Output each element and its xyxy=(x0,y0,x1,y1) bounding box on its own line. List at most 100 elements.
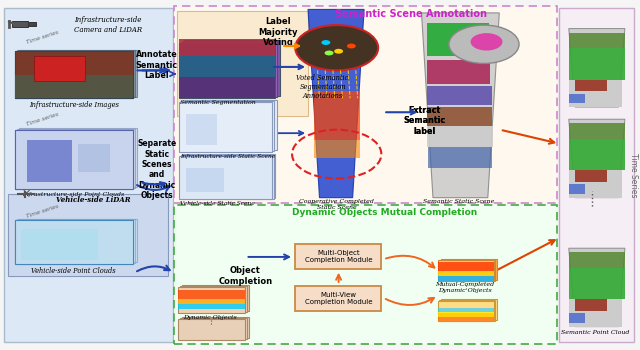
Bar xyxy=(19,219,137,262)
Circle shape xyxy=(321,40,330,45)
Text: Extract
Semantic
label: Extract Semantic label xyxy=(403,106,445,136)
Bar xyxy=(569,299,621,327)
Polygon shape xyxy=(422,13,499,198)
Text: Multi-Object
Completion Module: Multi-Object Completion Module xyxy=(305,250,372,263)
Bar xyxy=(17,219,135,263)
Bar xyxy=(17,129,135,188)
Bar xyxy=(180,318,247,339)
Bar xyxy=(179,102,271,152)
Text: Label
Majority
Voting: Label Majority Voting xyxy=(259,17,298,47)
Bar xyxy=(427,23,489,56)
Text: Time series: Time series xyxy=(26,112,60,127)
Bar xyxy=(180,286,247,312)
Text: Vehicle-side Static Scene: Vehicle-side Static Scene xyxy=(180,202,255,206)
Bar xyxy=(427,60,490,84)
Bar xyxy=(438,301,494,321)
Polygon shape xyxy=(569,248,625,327)
Circle shape xyxy=(324,50,333,55)
Bar xyxy=(15,130,132,189)
Polygon shape xyxy=(308,9,364,198)
Bar xyxy=(19,49,137,97)
Text: Semantic Static Scene: Semantic Static Scene xyxy=(423,199,494,204)
Bar xyxy=(427,86,492,105)
Bar xyxy=(28,22,36,26)
Bar xyxy=(569,170,621,198)
Bar xyxy=(4,8,173,342)
Bar xyxy=(178,299,245,304)
Bar xyxy=(575,170,607,182)
Bar xyxy=(79,144,110,172)
Bar xyxy=(15,75,132,98)
Bar xyxy=(569,313,585,323)
Text: Extract
Semantic
label: Extract Semantic label xyxy=(403,106,445,136)
Text: Infrastructure-side Point Clouds: Infrastructure-side Point Clouds xyxy=(22,192,125,197)
Bar xyxy=(438,260,494,281)
Bar xyxy=(438,271,494,276)
Circle shape xyxy=(295,25,378,70)
Text: Infrastructure-side Images: Infrastructure-side Images xyxy=(29,101,118,109)
Text: Mutual-Completed
Dynamic Objects: Mutual-Completed Dynamic Objects xyxy=(435,282,495,293)
Bar xyxy=(15,220,132,264)
Text: Dynamic Objects: Dynamic Objects xyxy=(183,315,237,320)
Bar xyxy=(184,100,276,150)
Bar xyxy=(569,33,625,48)
Bar xyxy=(438,262,494,271)
Bar xyxy=(174,6,557,203)
Bar xyxy=(569,94,585,103)
Text: Separate
Static
Scenes
and
Dynamic
Objects: Separate Static Scenes and Dynamic Objec… xyxy=(137,139,177,200)
Text: Cooperative Completed
Static Scene: Cooperative Completed Static Scene xyxy=(300,199,374,210)
Bar xyxy=(438,313,494,321)
Bar xyxy=(182,41,277,97)
Text: ✕: ✕ xyxy=(22,189,31,199)
Bar xyxy=(186,114,218,145)
Bar xyxy=(569,252,625,268)
Bar xyxy=(314,91,360,140)
Bar xyxy=(439,260,495,281)
Bar xyxy=(19,128,137,187)
Bar xyxy=(179,39,275,56)
Bar xyxy=(182,101,274,151)
Bar xyxy=(569,184,585,194)
Bar xyxy=(295,244,381,269)
Bar xyxy=(183,154,275,198)
Text: Multi-View
Completion Module: Multi-View Completion Module xyxy=(305,292,372,305)
Bar xyxy=(34,56,85,81)
Bar xyxy=(21,229,98,260)
Bar xyxy=(28,140,72,182)
Bar xyxy=(177,11,308,116)
Bar xyxy=(181,155,273,198)
Text: Semantic Segmentation: Semantic Segmentation xyxy=(180,100,256,105)
Bar xyxy=(569,268,625,299)
Text: Vehicle-side Point Clouds: Vehicle-side Point Clouds xyxy=(31,267,116,275)
Bar xyxy=(428,147,492,168)
Polygon shape xyxy=(569,119,625,198)
Text: Dynamic Objects Mutual Completion: Dynamic Objects Mutual Completion xyxy=(292,208,477,217)
Bar xyxy=(569,123,625,139)
Text: Semantic Point Cloud: Semantic Point Cloud xyxy=(561,330,629,335)
Bar xyxy=(179,77,275,98)
Bar xyxy=(569,79,621,107)
Bar xyxy=(179,156,271,199)
Bar xyxy=(182,317,249,338)
Bar xyxy=(15,220,132,264)
Bar xyxy=(575,299,607,311)
Bar xyxy=(174,205,557,344)
Bar xyxy=(438,312,494,317)
Bar xyxy=(184,40,280,96)
Bar xyxy=(178,304,245,309)
Polygon shape xyxy=(569,29,625,107)
Bar xyxy=(559,8,634,342)
Text: Time series: Time series xyxy=(26,203,60,218)
Circle shape xyxy=(449,25,519,63)
Bar xyxy=(439,300,495,321)
Text: Infrastructure-side Static Scene: Infrastructure-side Static Scene xyxy=(180,154,276,160)
Bar xyxy=(295,286,381,311)
Bar xyxy=(15,51,132,98)
Bar xyxy=(179,56,275,77)
Bar xyxy=(8,194,168,276)
Bar xyxy=(182,285,249,311)
Circle shape xyxy=(347,43,356,48)
Bar xyxy=(15,130,132,189)
Text: Object
Completion: Object Completion xyxy=(218,266,273,286)
Bar xyxy=(314,140,360,158)
